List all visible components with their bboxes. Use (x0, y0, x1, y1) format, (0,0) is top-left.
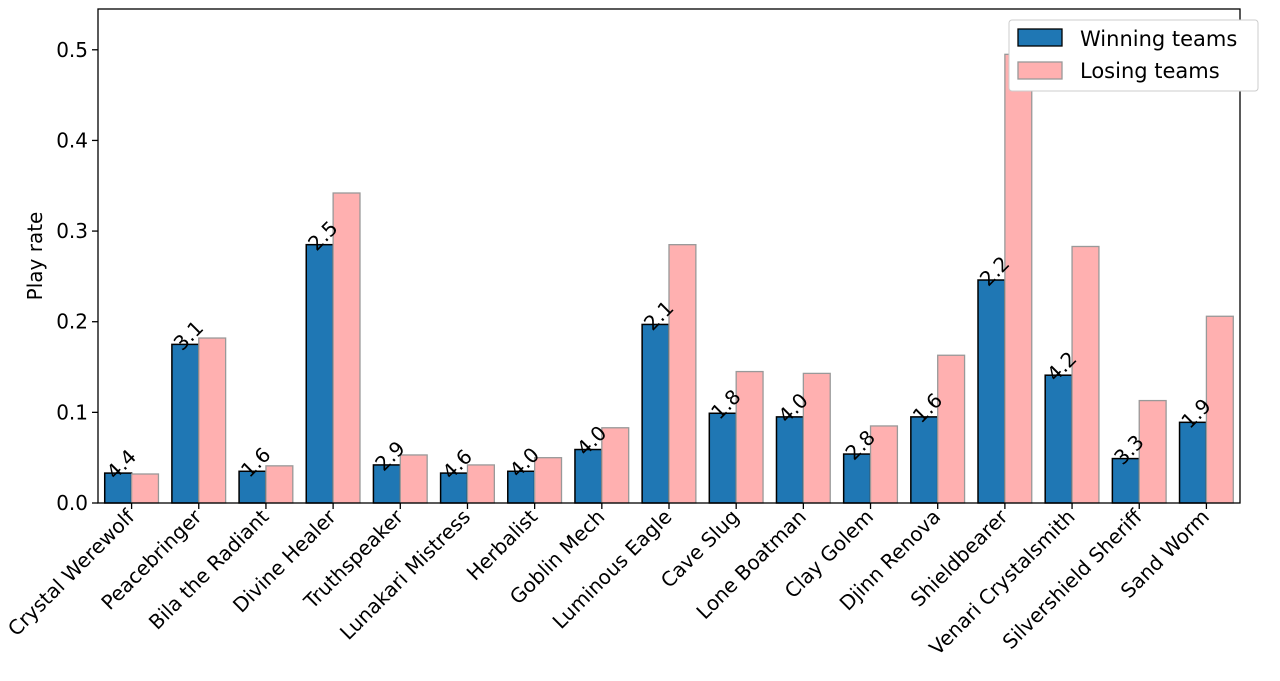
bar-losing (802, 372, 831, 504)
y-tick-label: 0.3 (56, 219, 88, 243)
bar-winning (775, 416, 805, 504)
y-axis: 0.0 0.1 0.2 0.3 0.4 0.5 (56, 38, 98, 515)
bar-losing (869, 425, 899, 504)
bar-losing (1071, 245, 1100, 504)
bar-losing (198, 337, 227, 504)
legend-swatch-winning (1017, 28, 1063, 47)
bar-winning (977, 279, 1006, 504)
legend-label-losing: Losing teams (1080, 59, 1220, 83)
bar-losing (332, 192, 361, 504)
bar-winning (171, 343, 200, 504)
legend-box (1008, 19, 1259, 92)
bars-layer (103, 53, 1234, 504)
x-tick-label: Luminous Eagle (548, 505, 677, 634)
y-tick-label: 0.2 (56, 310, 88, 334)
y-tick-label: 0.5 (56, 38, 88, 62)
bar-winning (305, 243, 334, 504)
bar-losing (1138, 399, 1167, 504)
y-tick-label: 0.1 (56, 400, 88, 424)
bar-losing (735, 370, 764, 504)
bar-losing (466, 464, 495, 504)
legend: Winning teams Losing teams (1008, 19, 1259, 92)
bar-losing (937, 354, 966, 504)
bar-losing (533, 457, 563, 504)
bar-winning (641, 323, 670, 504)
bar-winning (1178, 421, 1208, 504)
y-tick-label: 0.4 (56, 128, 88, 152)
x-tick-label: Crystal Werewolf (3, 504, 140, 641)
legend-swatch-losing (1017, 61, 1063, 80)
bar-winning (708, 412, 737, 504)
y-axis-label: Play rate (23, 212, 47, 301)
x-tick-label: Bila the Radiant (144, 504, 274, 634)
bar-losing (130, 473, 160, 504)
bar-losing (668, 244, 697, 504)
legend-label-winning: Winning teams (1080, 27, 1237, 51)
x-tick-label: Lunakari Mistress (335, 505, 475, 645)
y-tick-label: 0.0 (56, 491, 88, 515)
bar-losing (265, 465, 294, 504)
bar-losing (399, 454, 428, 504)
bar-winning (910, 416, 939, 504)
bar-winning (1044, 374, 1073, 504)
bar-losing (601, 427, 630, 504)
bar-losing (1004, 53, 1033, 504)
